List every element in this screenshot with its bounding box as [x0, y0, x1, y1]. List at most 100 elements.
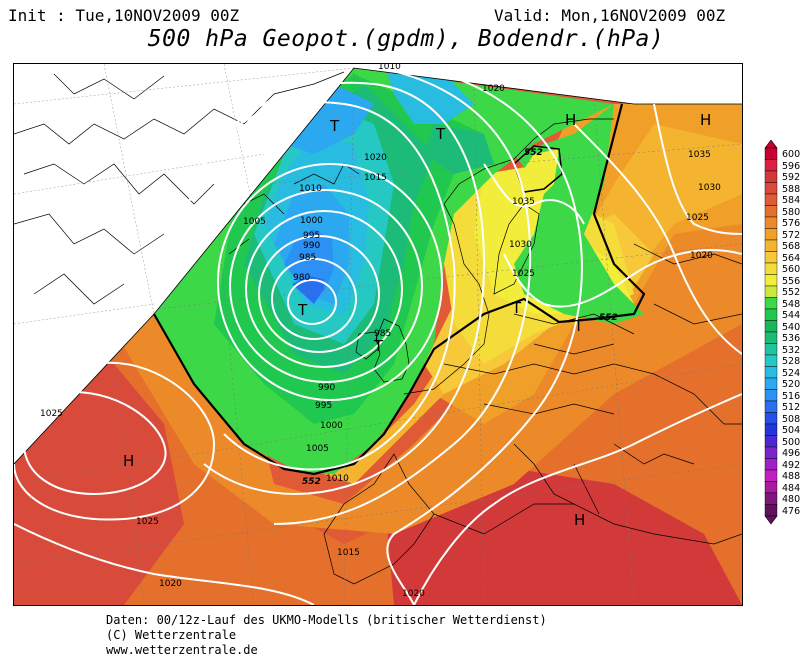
isobar-label: 1030: [509, 240, 532, 250]
scale-label: 576: [782, 218, 801, 229]
credit-line-data: Daten: 00/12z-Lauf des UKMO-Modells (bri…: [106, 613, 547, 627]
scale-label: 564: [782, 252, 801, 264]
domain-boundary: [14, 67, 742, 465]
scale-swatch: [764, 308, 778, 321]
scale-swatch: [764, 377, 778, 390]
scale-swatch: [764, 297, 778, 310]
scale-swatch: [764, 159, 778, 172]
low-pressure-marker: T: [297, 301, 308, 319]
scale-label: 476: [782, 505, 801, 517]
high-pressure-marker: H: [565, 111, 576, 129]
scale-label: 528: [782, 356, 801, 367]
low-pressure-marker: T: [435, 125, 446, 143]
scale-arrow-bottom: [764, 515, 778, 525]
scale-swatch: [764, 331, 778, 344]
geopotential-labels: 552 552 552: [302, 148, 618, 487]
isobar-label: 1020: [364, 153, 387, 163]
pressure-systems: T T T T T T H H H H: [123, 111, 711, 529]
isobar-label: 1035: [688, 150, 711, 160]
scale-label: 600: [782, 149, 801, 160]
credit-line-website: www.wetterzentrale.de: [106, 643, 258, 657]
scale-swatch: [764, 193, 778, 206]
scale-swatch: [764, 400, 778, 413]
scale-label: 504: [782, 425, 801, 436]
scale-swatch: [764, 435, 778, 448]
scale-label: 588: [782, 183, 801, 195]
scale-label: 508: [782, 413, 801, 425]
isobar-label: 1000: [300, 216, 323, 226]
scale-swatch: [764, 320, 778, 333]
valid-time: Valid: Mon,16NOV2009 00Z: [494, 6, 726, 25]
isobar-label: 1035: [512, 197, 535, 207]
scale-label: 556: [782, 275, 801, 287]
scale-swatch: [764, 274, 778, 287]
scale-swatch: [764, 423, 778, 436]
isobar-label: 1010: [326, 474, 349, 484]
scale-label: 552: [782, 287, 801, 298]
geopotential-label: 552: [302, 477, 321, 487]
scale-label: 488: [782, 471, 801, 482]
isobar-label: 1025: [40, 409, 63, 419]
isobar-label: 1005: [306, 444, 329, 454]
isobar-label: 1015: [364, 173, 387, 183]
scale-label: 480: [782, 494, 801, 505]
scale-swatch: [764, 262, 778, 275]
scale-label: 532: [782, 344, 801, 356]
scale-label: 500: [782, 436, 801, 448]
isobars: [14, 64, 742, 605]
coastlines: [228, 118, 742, 585]
isobar-label: 985: [299, 253, 316, 263]
scale-label: 512: [782, 402, 801, 413]
init-time: Init : Tue,10NOV2009 00Z: [8, 6, 240, 25]
outer-coastlines: [14, 71, 345, 305]
scale-label: 560: [782, 264, 801, 275]
scale-label: 492: [782, 459, 801, 471]
isobar-label: 1030: [698, 183, 721, 193]
isobar-label: 990: [318, 383, 335, 393]
scale-swatch: [764, 354, 778, 367]
weather-map: 1010 1020 1020 1015 1010 1005 1000 995 9…: [13, 63, 743, 606]
color-scale-bar: [764, 139, 778, 525]
scale-swatch: [764, 216, 778, 229]
isobar-label: 1015: [337, 548, 360, 558]
outer-graticule: [14, 64, 355, 325]
credits: Daten: 00/12z-Lauf des UKMO-Modells (bri…: [106, 613, 547, 658]
scale-swatch: [764, 492, 778, 505]
isobar-label: 990: [303, 241, 320, 251]
scale-swatch: [764, 412, 778, 425]
low-pressure-marker: T: [373, 337, 384, 355]
scale-swatch: [764, 469, 778, 482]
scale-arrow-top: [764, 139, 778, 149]
scale-swatch: [764, 458, 778, 471]
isobar-label: 1020: [402, 589, 425, 599]
scale-swatch: [764, 182, 778, 195]
scale-swatch: [764, 343, 778, 356]
scale-label: 584: [782, 195, 801, 206]
isobar-label: 1010: [299, 184, 322, 194]
chart-title: 500 hPa Geopot.(gpdm), Bodendr.(hPa): [147, 26, 665, 52]
isobar-label: 985: [374, 329, 391, 339]
isobar-label: 1020: [690, 251, 713, 261]
scale-label: 592: [782, 172, 801, 183]
scale-swatch: [764, 239, 778, 252]
scale-label: 496: [782, 448, 801, 459]
scale-swatch: [764, 481, 778, 494]
geopotential-552-contour: [153, 103, 646, 476]
scale-label: 580: [782, 206, 801, 218]
scale-swatch: [764, 205, 778, 218]
scale-label: 536: [782, 333, 801, 344]
isobar-label: 1020: [482, 84, 505, 94]
isobar-label: 980: [293, 273, 310, 283]
scale-label: 524: [782, 367, 801, 379]
scale-label: 548: [782, 298, 801, 310]
scale-label: 484: [782, 482, 801, 494]
scale-label: 568: [782, 241, 801, 252]
scale-label: 544: [782, 310, 801, 321]
isobar-label: 995: [303, 231, 320, 241]
color-scale-legend: 600 596 592 588 584 580 576 572 568 564 560 556 552 5…: [762, 139, 800, 544]
isobar-label: 1025: [136, 517, 159, 527]
scale-label: 520: [782, 379, 801, 390]
credit-line-copyright: (C) Wetterzentrale: [106, 628, 237, 642]
scale-label: 572: [782, 229, 801, 241]
scale-swatch: [764, 504, 778, 517]
